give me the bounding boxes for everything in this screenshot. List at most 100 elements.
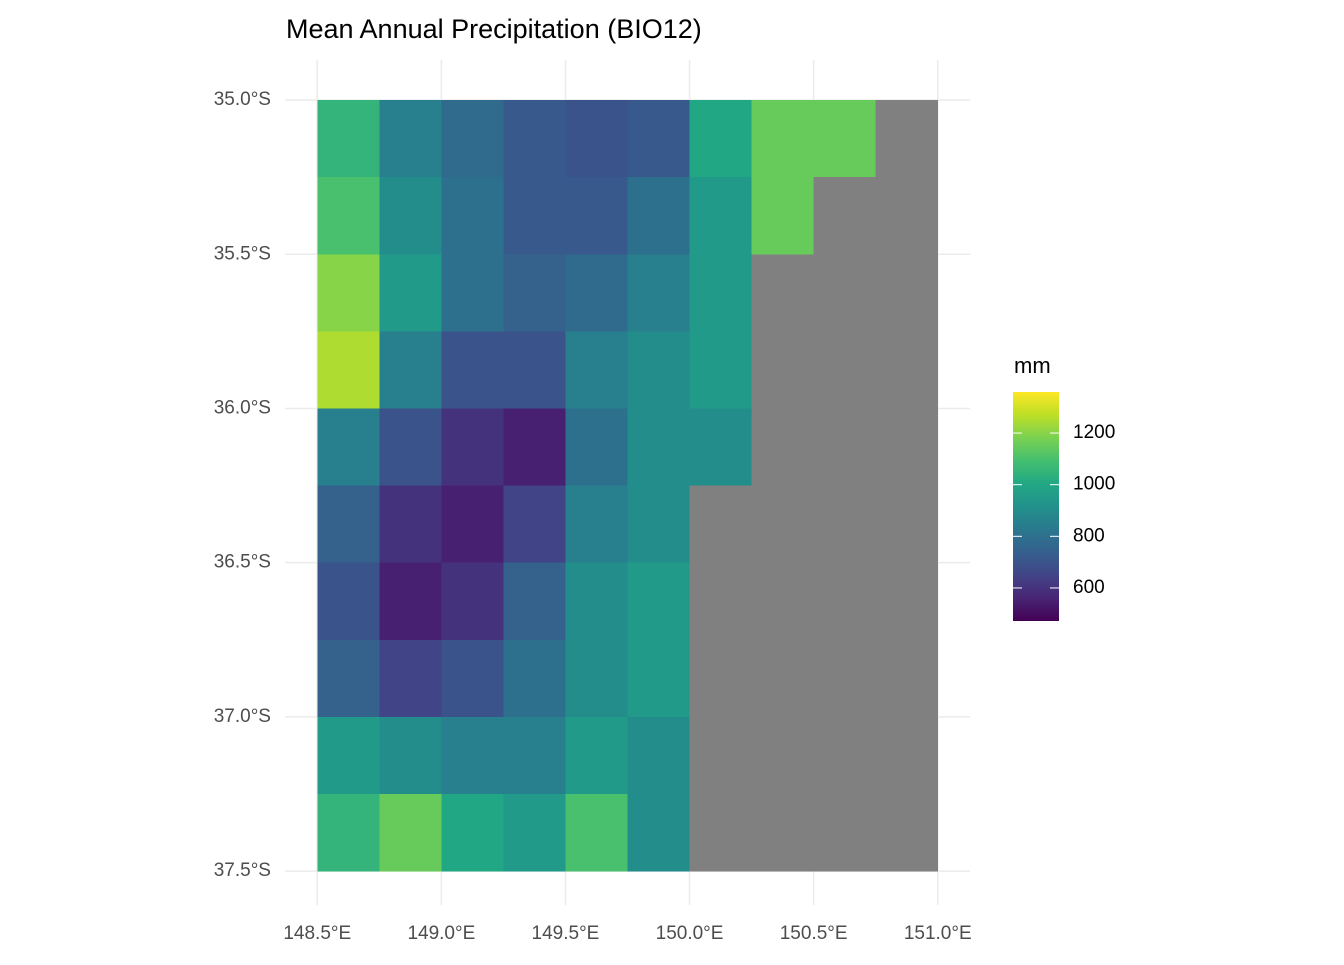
raster-cell (565, 639, 628, 718)
raster-cell (317, 100, 380, 178)
raster-cell (689, 485, 753, 564)
raster-cell (317, 716, 380, 795)
raster-cell (565, 485, 628, 564)
raster-cell (503, 254, 566, 332)
raster-cell (813, 331, 877, 409)
raster-cell (565, 408, 628, 487)
raster-cell (751, 254, 815, 332)
raster-cell (751, 100, 815, 178)
raster-cell (503, 562, 566, 641)
raster-cell (503, 485, 566, 564)
raster-cell (379, 639, 442, 718)
y-tick-label: 37.0°S (214, 706, 271, 727)
raster-cell (565, 177, 628, 255)
raster-cell (565, 254, 628, 332)
raster-cell (441, 639, 504, 718)
colorbar (1013, 392, 1059, 621)
raster-cell (379, 716, 442, 795)
raster-cell (751, 562, 815, 641)
raster-cell (317, 177, 380, 255)
raster-cell (813, 793, 877, 872)
raster-cell (441, 254, 504, 332)
raster-cell (875, 177, 939, 255)
raster-cell (441, 100, 504, 178)
raster-cell (813, 408, 877, 487)
x-tick-label: 151.0°E (904, 923, 972, 944)
raster-cell (689, 716, 753, 795)
raster-cell (813, 254, 877, 332)
raster-cell (751, 793, 815, 872)
x-tick-label: 150.0°E (656, 923, 724, 944)
raster-cell (751, 639, 815, 718)
raster-cell (689, 331, 753, 409)
raster-cell (813, 485, 877, 564)
y-tick-label: 37.5°S (214, 860, 271, 881)
raster-cell (689, 254, 753, 332)
x-tick-label: 150.5°E (780, 923, 848, 944)
raster-cell (875, 331, 939, 409)
raster-cell (441, 562, 504, 641)
raster-cell (627, 408, 691, 487)
x-tick-label: 149.0°E (407, 923, 475, 944)
raster-cell (627, 331, 691, 409)
raster-cell (751, 408, 815, 487)
raster-cell (813, 716, 877, 795)
raster-cell (379, 100, 442, 178)
raster-cell (813, 177, 877, 255)
raster-cell (689, 408, 753, 487)
raster-cell (379, 793, 442, 872)
raster-cell (627, 562, 691, 641)
raster-cell (317, 639, 380, 718)
raster-cell (317, 793, 380, 872)
raster-cell (751, 331, 815, 409)
raster-cell (565, 331, 628, 409)
raster-cell (441, 331, 504, 409)
raster-cell (875, 793, 939, 872)
raster-cell (565, 562, 628, 641)
y-tick-label: 36.0°S (214, 398, 271, 419)
raster-cell (875, 485, 939, 564)
raster-cell (379, 485, 442, 564)
y-tick-label: 35.0°S (214, 89, 271, 110)
raster-cell (565, 716, 628, 795)
raster-cell (627, 254, 691, 332)
raster-cell (379, 562, 442, 641)
raster-cell (503, 100, 566, 178)
raster-cell (379, 331, 442, 409)
raster-cell (751, 485, 815, 564)
raster-cell (813, 100, 877, 178)
raster-cell (875, 100, 939, 178)
colorbar-tick-label: 1200 (1073, 422, 1115, 443)
raster-cell (503, 639, 566, 718)
raster-cell (565, 793, 628, 872)
raster-cell (689, 100, 753, 178)
raster-cell (689, 562, 753, 641)
raster-cell (875, 408, 939, 487)
raster-cell (379, 177, 442, 255)
raster-cell (875, 639, 939, 718)
raster-cell (503, 331, 566, 409)
raster-cell (441, 408, 504, 487)
x-tick-label: 149.5°E (532, 923, 600, 944)
raster-cell (565, 100, 628, 178)
raster-cell (751, 716, 815, 795)
raster-cell (875, 254, 939, 332)
raster-cell (441, 716, 504, 795)
raster-cell (689, 177, 753, 255)
raster-cell (379, 254, 442, 332)
colorbar-tick-label: 1000 (1073, 474, 1115, 495)
raster-cell (875, 562, 939, 641)
raster-cell (689, 793, 753, 872)
raster-cell (441, 793, 504, 872)
raster-cell (317, 485, 380, 564)
x-tick-label: 148.5°E (283, 923, 351, 944)
raster-cell (317, 408, 380, 487)
raster-cell (627, 639, 691, 718)
raster-cell (503, 716, 566, 795)
raster-cell (317, 562, 380, 641)
raster-cell (751, 177, 815, 255)
raster-cell (627, 177, 691, 255)
raster-cell (813, 639, 877, 718)
raster-cell (689, 639, 753, 718)
